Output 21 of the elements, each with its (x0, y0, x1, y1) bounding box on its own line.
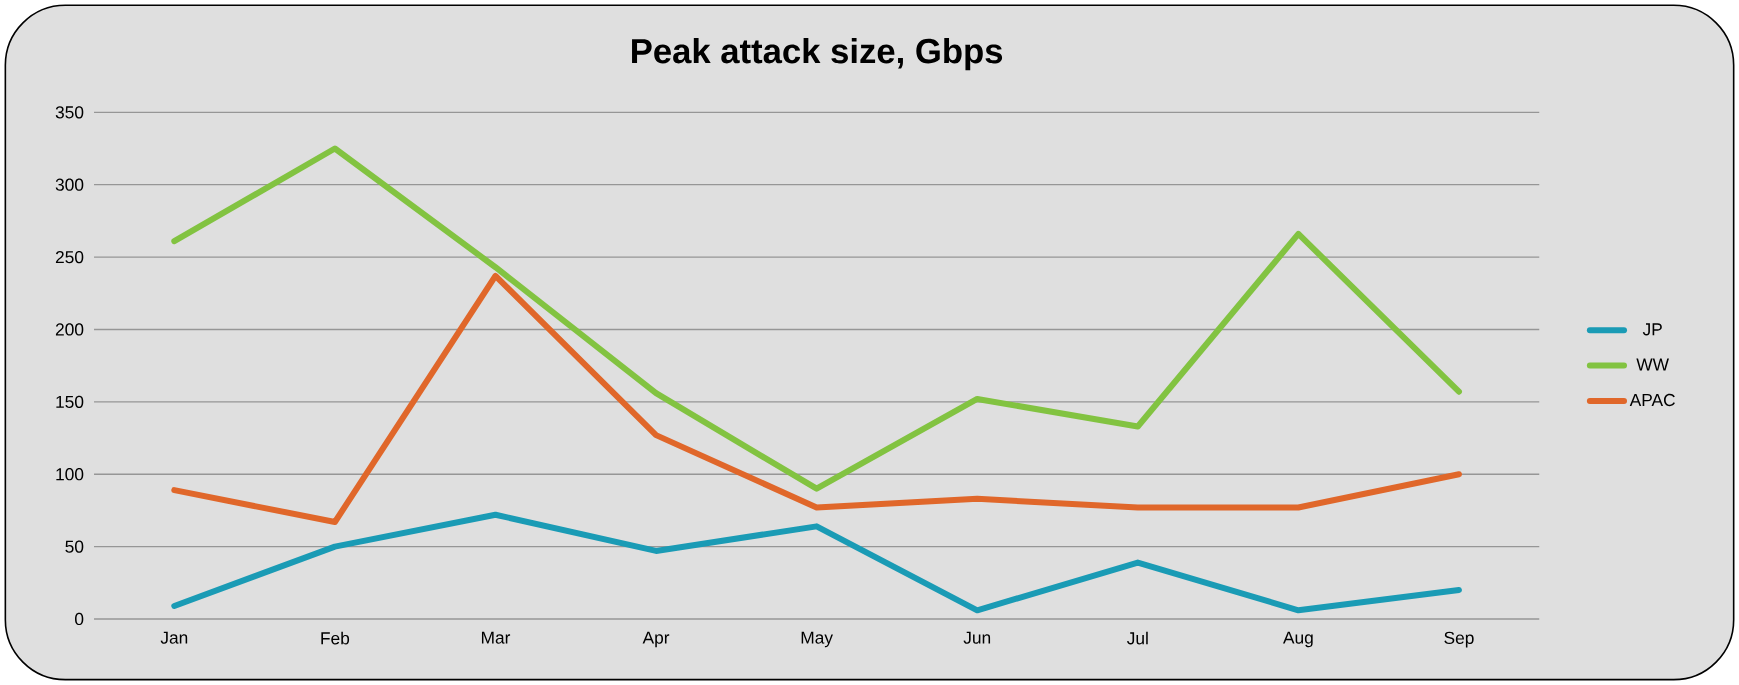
y-tick-label: 100 (56, 468, 84, 481)
x-tick-label: Sep (1444, 631, 1474, 648)
x-tick-label: Feb (321, 631, 350, 645)
y-tick-label: 200 (55, 323, 84, 336)
x-tick-label: Apr (642, 631, 670, 648)
x-tick-label: Jun (963, 631, 991, 644)
legend-label: APAC (1629, 393, 1675, 407)
y-tick-label: 150 (56, 395, 84, 408)
x-tick-label: Jan (160, 631, 188, 644)
y-tick-label: 0 (75, 612, 84, 626)
y-tick-label: 350 (55, 106, 84, 119)
x-tick-label: Mar (481, 631, 511, 644)
x-tick-label: May (801, 631, 833, 648)
y-tick-label: 300 (55, 178, 84, 191)
y-tick-label: 250 (55, 250, 84, 264)
chart-title: Peak attack size, Gbps (632, 37, 1003, 71)
x-tick-label: Jul (1126, 631, 1148, 645)
y-tick-label: 50 (65, 540, 84, 553)
legend-label: WW (1636, 358, 1669, 371)
legend-label: JP (1642, 323, 1662, 336)
x-tick-label: Aug (1283, 631, 1313, 648)
